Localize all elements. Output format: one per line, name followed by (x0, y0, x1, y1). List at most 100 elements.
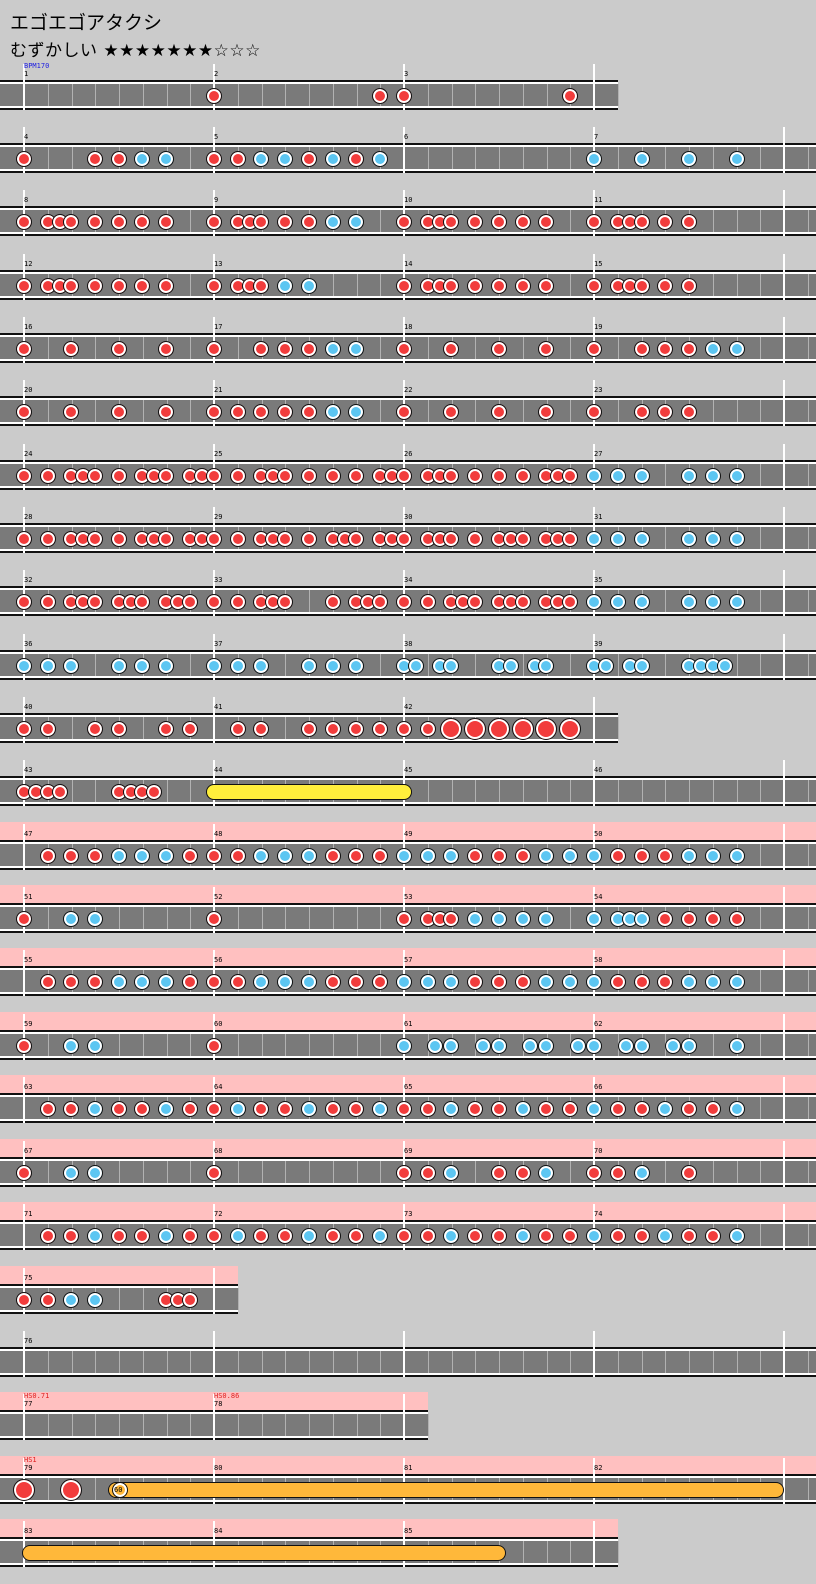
bar-line (593, 570, 595, 616)
measure-number: 44 (214, 766, 223, 774)
beat-line (190, 1414, 191, 1436)
beat-line (428, 780, 429, 802)
bar-line (23, 824, 25, 870)
don-note (206, 341, 222, 357)
ka-note (230, 658, 246, 674)
don-note (16, 341, 32, 357)
beat-line (380, 907, 381, 929)
don-note (348, 1101, 364, 1117)
ka-note (277, 848, 293, 864)
measure-number: 6 (404, 133, 409, 141)
measure-number: 20 (24, 386, 33, 394)
beat-line (618, 1541, 619, 1563)
ka-note (515, 1101, 531, 1117)
beat-line (713, 1351, 714, 1373)
measure-number: 49 (404, 830, 413, 838)
don-note (657, 848, 673, 864)
ka-note (586, 151, 602, 167)
beat-line (475, 84, 476, 106)
don-note (681, 1228, 697, 1244)
don-note (467, 214, 483, 230)
beat-line (808, 147, 809, 169)
don-note (40, 1101, 56, 1117)
measure-number: 15 (594, 260, 603, 268)
bar-line (23, 444, 25, 490)
hs-band (0, 1519, 618, 1537)
measure-number: 54 (594, 893, 603, 901)
beat-line (309, 590, 310, 612)
beat-line (808, 844, 809, 866)
beat-line (167, 1351, 168, 1373)
measure-number: 57 (404, 956, 413, 964)
don-note (610, 1228, 626, 1244)
chart-row: 40 41 42 (0, 691, 619, 745)
beat-line (238, 1161, 239, 1183)
balloon-roll-note (108, 1482, 784, 1498)
bar-line (593, 64, 595, 110)
measure-number: 35 (594, 576, 603, 584)
don-note (420, 1101, 436, 1117)
ka-note (111, 848, 127, 864)
don-note (158, 721, 174, 737)
don-note (325, 1228, 341, 1244)
hs-band (0, 885, 816, 903)
don-note (705, 911, 721, 927)
beat-line (523, 147, 524, 169)
beat-line (547, 780, 548, 802)
beat-line (238, 1414, 239, 1436)
ka-note (111, 974, 127, 990)
don-note (253, 1101, 269, 1117)
don-note (562, 88, 578, 104)
beat-line (760, 1224, 761, 1246)
ka-note (729, 341, 745, 357)
ka-note (134, 848, 150, 864)
don-note (277, 1228, 293, 1244)
big-don-note (535, 718, 557, 740)
ka-note (538, 848, 554, 864)
don-note (40, 594, 56, 610)
bar-line (593, 444, 595, 490)
don-note (206, 1165, 222, 1181)
beat-line (523, 1351, 524, 1373)
beat-line (119, 1161, 120, 1183)
beat-line (760, 1161, 761, 1183)
beat-line (428, 1351, 429, 1373)
don-note (491, 341, 507, 357)
don-note (681, 404, 697, 420)
beat-line (760, 400, 761, 422)
beat-line (190, 907, 191, 929)
don-note (253, 214, 269, 230)
hs-band (0, 1012, 816, 1030)
don-note (301, 468, 317, 484)
beat-line (333, 274, 334, 296)
don-note (63, 214, 79, 230)
don-note (63, 404, 79, 420)
don-note (182, 1101, 198, 1117)
don-note (158, 278, 174, 294)
measure-number: 4 (24, 133, 29, 141)
beat-line (119, 84, 120, 106)
measure-number: 82 (594, 1464, 603, 1472)
ka-note (40, 658, 56, 674)
beat-line (570, 1351, 571, 1373)
bar-line (23, 1521, 25, 1567)
don-note (610, 1101, 626, 1117)
beat-line (523, 337, 524, 359)
beat-line (547, 1351, 548, 1373)
don-note (134, 278, 150, 294)
don-note (40, 848, 56, 864)
don-note (301, 341, 317, 357)
don-note (253, 341, 269, 357)
beat-line (547, 1541, 548, 1563)
beat-line (760, 337, 761, 359)
don-note (253, 721, 269, 737)
beat-line (309, 1414, 310, 1436)
don-note (396, 214, 412, 230)
beat-line (665, 1351, 666, 1373)
don-note (206, 278, 222, 294)
beat-line (48, 1414, 49, 1436)
measure-number: 45 (404, 766, 413, 774)
measure-number: 27 (594, 450, 603, 458)
don-note (538, 1101, 554, 1117)
ka-note (522, 1038, 538, 1054)
